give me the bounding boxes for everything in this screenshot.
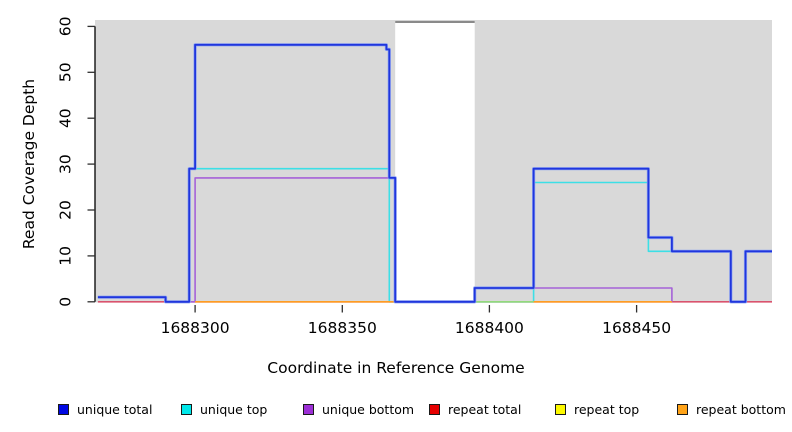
y-tick-label: 30 — [57, 154, 75, 174]
unique-mappable-region — [474, 20, 772, 303]
y-tick-label: 60 — [57, 17, 75, 37]
y-tick-label: 50 — [57, 62, 75, 82]
y-axis-label: Read Coverage Depth — [20, 78, 38, 250]
unique-mappable-region — [95, 20, 396, 303]
y-tick-label: 0 — [57, 297, 75, 307]
y-tick-label: 40 — [57, 108, 75, 128]
x-tick-label: 1688450 — [602, 319, 671, 337]
x-tick-label: 1688350 — [308, 319, 377, 337]
y-tick-label: 10 — [57, 246, 75, 266]
x-tick-label: 1688300 — [161, 319, 230, 337]
x-axis-label: Coordinate in Reference Genome — [267, 359, 525, 377]
x-tick-label: 1688400 — [455, 319, 524, 337]
y-tick-label: 20 — [57, 200, 75, 220]
